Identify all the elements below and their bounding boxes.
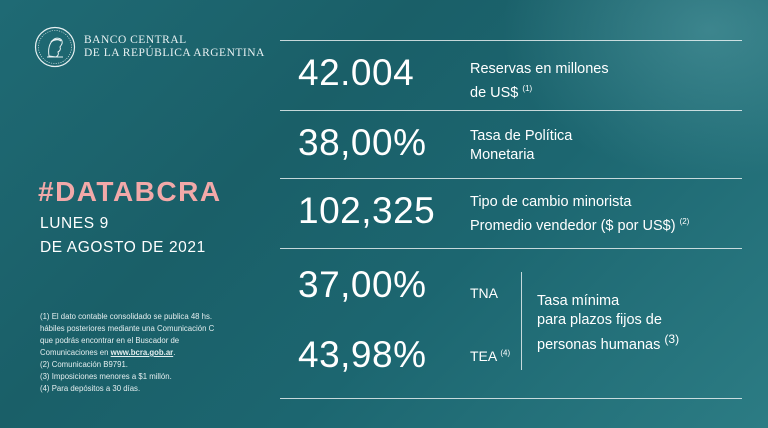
background-glow <box>500 0 768 180</box>
footnote-2: (2) Comunicación B9791. <box>40 360 128 369</box>
bcra-header: BANCO CENTRAL DE LA REPÚBLICA ARGENTINA <box>34 26 265 68</box>
plazo-fijo-divider <box>521 272 522 370</box>
divider-3 <box>280 248 742 249</box>
tasa-politica-label-line1: Tasa de Política <box>470 128 573 144</box>
bcra-website-link[interactable]: www.bcra.gob.ar <box>110 348 174 357</box>
reservas-value: 42.004 <box>298 52 415 93</box>
reservas-label-line2-text: de US$ <box>470 84 519 101</box>
tea-label-text: TEA <box>470 348 497 364</box>
tipo-cambio-value: 102,325 <box>298 190 436 231</box>
tna-label: TNA <box>470 285 498 301</box>
tasa-politica-value: 38,00% <box>298 122 427 163</box>
tea-label: TEA (4) <box>470 348 510 364</box>
plazo-fijo-label-line3: personas humanas (3) <box>537 330 679 355</box>
footnote-1c: que podrás encontrar en el Buscador de <box>40 336 180 345</box>
footnotes: (1) El dato contable consolidado se publ… <box>40 311 270 395</box>
bank-name-line1: BANCO CENTRAL <box>84 34 187 46</box>
tasa-politica-label: Tasa de Política Monetaria <box>470 127 572 165</box>
divider-2 <box>280 178 742 179</box>
date-weekday: LUNES 9 <box>40 215 109 232</box>
divider-1 <box>280 110 742 111</box>
bcra-seal-icon <box>34 26 76 68</box>
tipo-cambio-label-line2-text: Promedio vendedor ($ por US$) <box>470 217 676 234</box>
tea-value: 43,98% <box>298 334 427 375</box>
footnote-4: (4) Para depósitos a 30 días. <box>40 384 141 393</box>
tna-value: 37,00% <box>298 264 427 305</box>
divider-bottom <box>280 398 742 399</box>
plazo-fijo-label-line1: Tasa mínima <box>537 293 620 309</box>
plazo-fijo-label-line2: para plazos fijos de <box>537 312 662 328</box>
date-full: DE AGOSTO DE 2021 <box>40 239 206 256</box>
tea-note: (4) <box>500 348 511 358</box>
footnote-1a: (1) El dato contable consolidado se publ… <box>40 312 213 321</box>
footnote-1d-pre: Comunicaciones en <box>40 348 111 357</box>
tipo-cambio-label-line2: Promedio vendedor ($ por US$) (2) <box>470 212 689 236</box>
plazo-fijo-label-line3-text: personas humanas <box>537 336 661 353</box>
reservas-label-line1: Reservas en millones <box>470 61 609 77</box>
plazo-fijo-note: (3) <box>664 332 680 346</box>
divider-top <box>280 40 742 41</box>
tipo-cambio-label-line1: Tipo de cambio minorista <box>470 194 632 210</box>
footnote-1d: Comunicaciones en www.bcra.gob.ar. <box>40 347 270 359</box>
plazo-fijo-label: Tasa mínima para plazos fijos de persona… <box>537 292 679 355</box>
bank-name-line2: DE LA REPÚBLICA ARGENTINA <box>84 47 265 59</box>
hashtag-title: #DATABCRA <box>38 176 222 207</box>
reservas-label: Reservas en millones de US$ (1) <box>470 60 609 103</box>
tasa-politica-label-line2: Monetaria <box>470 147 535 163</box>
tipo-cambio-note: (2) <box>679 217 690 226</box>
reservas-label-line2: de US$ (1) <box>470 79 609 103</box>
reservas-note: (1) <box>522 84 533 93</box>
footnote-1b: hábiles posteriores mediante una Comunic… <box>40 324 215 333</box>
bank-name: BANCO CENTRAL DE LA REPÚBLICA ARGENTINA <box>84 34 265 60</box>
footnote-1d-post: . <box>173 348 176 357</box>
tipo-cambio-label: Tipo de cambio minorista Promedio vended… <box>470 193 689 236</box>
footnote-3: (3) Imposiciones menores a $1 millón. <box>40 372 172 381</box>
